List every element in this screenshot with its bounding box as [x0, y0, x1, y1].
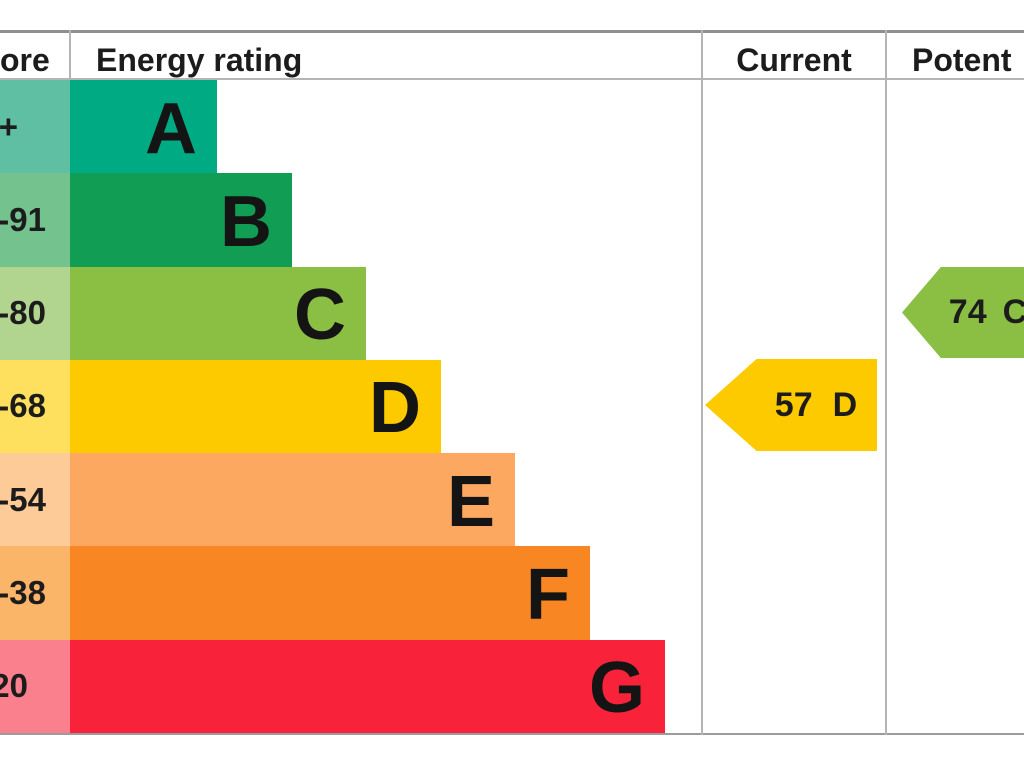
rating-bar-a: A: [70, 80, 217, 174]
rating-bar-b: B: [70, 173, 292, 267]
rating-bar-e: E: [70, 453, 515, 547]
rating-row-f: -38 F: [0, 546, 1024, 640]
score-cell-f: -38: [0, 546, 70, 640]
rating-row-e: -54 E: [0, 453, 1024, 547]
rating-rows: + A -91 B -80 C -68 D -54 E -38 F 20 G: [0, 80, 1024, 733]
score-column-divider: [69, 30, 71, 78]
rating-row-g: 20 G: [0, 639, 1024, 733]
rating-letter-a: A: [145, 88, 197, 169]
score-cell-g: 20: [0, 639, 70, 733]
score-cell-e: -54: [0, 453, 70, 547]
score-cell-d: -68: [0, 359, 70, 454]
potential-column-header: Potent: [912, 42, 1012, 78]
score-label-a: +: [0, 107, 18, 145]
table-bottom-border: [0, 733, 1024, 735]
rating-letter-c: C: [294, 275, 346, 356]
rating-row-d: -68 D: [0, 359, 1024, 454]
potential-rating-band: C: [1002, 293, 1024, 331]
score-label-e: -54: [0, 480, 46, 518]
current-rating-band: D: [832, 385, 858, 424]
current-column-header: Current: [736, 42, 852, 78]
rating-row-c: -80 C: [0, 266, 1024, 360]
header-bottom-border: [0, 78, 1024, 80]
rating-letter-f: F: [526, 555, 570, 636]
score-label-f: -38: [0, 574, 46, 612]
potential-rating-value: 74: [948, 293, 987, 331]
rating-letter-b: B: [220, 181, 272, 262]
energy-rating-column-header: Energy rating: [96, 42, 303, 78]
score-label-c: -80: [0, 294, 46, 332]
score-label-g: 20: [0, 667, 28, 705]
rating-bar-d: D: [70, 359, 441, 454]
rating-bar-c: C: [70, 266, 366, 360]
score-label-b: -91: [0, 200, 46, 238]
rating-bar-f: F: [70, 546, 590, 640]
rating-letter-g: G: [588, 648, 645, 729]
current-column-divider: [701, 30, 703, 735]
rating-row-b: -91 B: [0, 173, 1024, 267]
score-cell-c: -80: [0, 266, 70, 360]
rating-row-a: + A: [0, 80, 1024, 174]
score-cell-a: +: [0, 80, 70, 174]
score-label-d: -68: [0, 387, 46, 425]
score-column-header: ore: [0, 42, 50, 78]
rating-letter-d: D: [369, 368, 421, 449]
current-rating-value: 57: [774, 385, 813, 424]
rating-letter-e: E: [446, 461, 495, 542]
table-top-border: [0, 30, 1024, 33]
rating-bar-g: G: [70, 639, 665, 733]
score-cell-b: -91: [0, 173, 70, 267]
potential-column-divider: [885, 30, 887, 735]
